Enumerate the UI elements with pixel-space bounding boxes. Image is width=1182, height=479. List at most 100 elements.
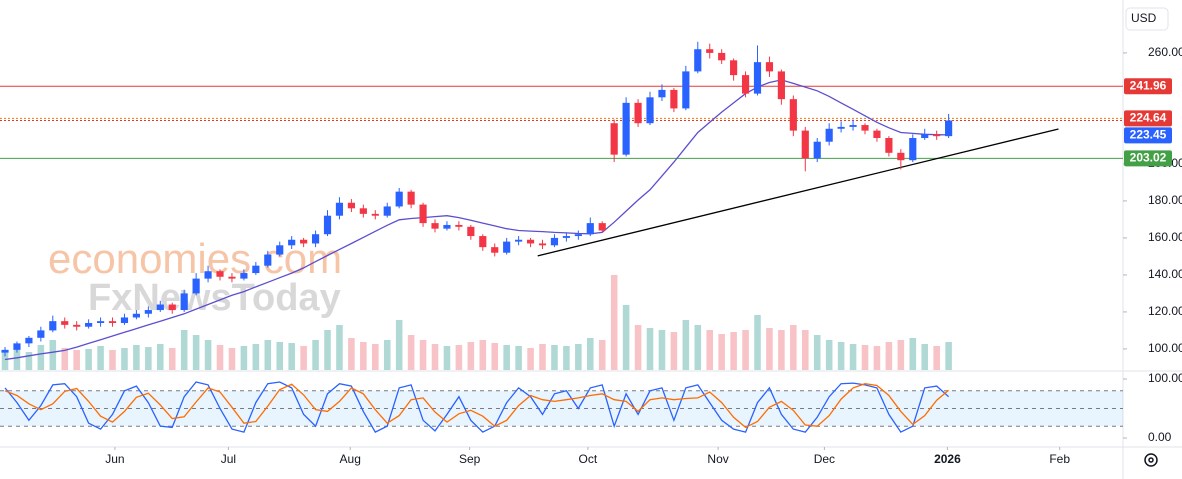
settings-icon[interactable] [1144, 453, 1158, 467]
candle-body [49, 321, 57, 331]
candle-body [610, 123, 618, 155]
volume-bar [539, 344, 546, 370]
volume-bar [192, 335, 200, 370]
candle-body [945, 120, 953, 137]
volume-bar [336, 325, 343, 370]
candle-body [730, 60, 738, 76]
volume-bar [348, 338, 355, 370]
volume-bar [682, 320, 690, 370]
candle-body [395, 191, 403, 207]
volume-bar [300, 346, 307, 370]
y-tick-label: 160.00 [1148, 230, 1182, 244]
candle-body [25, 337, 33, 344]
currency-label[interactable]: USD [1131, 11, 1157, 25]
candle-body [156, 304, 164, 311]
candle-body [120, 317, 129, 324]
moving-average [4, 79, 949, 361]
watermark: economies.com [48, 235, 342, 282]
candle-body [515, 239, 523, 242]
candle-body [861, 125, 869, 131]
volume-bar [861, 345, 869, 370]
price-tag [1124, 150, 1172, 167]
volume-bar [204, 340, 212, 370]
candle-body [144, 310, 152, 314]
volume-bar [395, 320, 403, 370]
candle-body [706, 49, 714, 53]
volume-bar [180, 330, 188, 370]
candle-body [849, 125, 857, 127]
volume-bar [527, 348, 534, 370]
volume-bar [145, 347, 152, 370]
volume-bar [766, 328, 773, 370]
candle-body [371, 213, 379, 216]
volume-bar [897, 340, 905, 370]
price-tag-label: 224.64 [1130, 110, 1167, 124]
volume-bar [85, 349, 92, 370]
volume-bar [825, 340, 833, 370]
candle-body [288, 239, 296, 246]
candle-body [443, 224, 451, 229]
y-tick-label: 0.00 [1148, 430, 1172, 444]
candle-body [837, 126, 845, 129]
candle-body [323, 215, 332, 235]
price-tag-label: 223.45 [1130, 127, 1167, 141]
price-tag [1124, 127, 1172, 144]
price-tag [1124, 78, 1172, 95]
volume-bar [575, 344, 582, 370]
candle-body [37, 330, 45, 338]
candle-body [909, 138, 917, 161]
volume-bar [670, 332, 678, 370]
volume-bar [264, 340, 272, 370]
candle-body [921, 134, 929, 139]
volume-bar [324, 330, 331, 370]
candle-body [718, 52, 726, 61]
y-tick-label: 260.00 [1148, 45, 1182, 59]
volume-bar [646, 328, 654, 370]
volume-bar [706, 330, 714, 370]
candle-body [168, 304, 176, 311]
settings-center[interactable] [1148, 457, 1154, 463]
candle-body [813, 141, 821, 159]
volume-bar [503, 345, 510, 370]
volume-bar [790, 325, 797, 370]
candle-body [85, 323, 93, 327]
candle-body [873, 130, 881, 139]
volume-bar [372, 344, 379, 370]
volume-bar [694, 325, 702, 370]
volume-bar [909, 338, 917, 370]
volume-bar [801, 330, 809, 370]
volume-bar [730, 332, 737, 370]
volume-bar [754, 315, 761, 370]
volume-bar [13, 348, 21, 370]
volume-bar [610, 275, 618, 370]
volume-bar [157, 344, 164, 370]
candle-body [634, 102, 642, 124]
volume-bar [121, 348, 128, 370]
volume-bar [587, 338, 594, 370]
candle-body [96, 321, 105, 324]
candle-body [682, 71, 690, 109]
candle-body [646, 97, 654, 124]
volume-bar [742, 330, 749, 370]
candle-body [885, 138, 893, 153]
volume-bar [563, 346, 570, 370]
candle-body [467, 226, 475, 237]
volume-bar [97, 346, 104, 370]
volume-bar [933, 346, 940, 370]
volume-bar [467, 342, 475, 370]
candle-body [658, 89, 666, 98]
volume-bar [658, 330, 666, 370]
currency-button[interactable] [1125, 7, 1169, 31]
x-tick-label: Jul [221, 452, 236, 466]
candle-body [491, 247, 499, 253]
price-tag-label: 241.96 [1130, 78, 1167, 92]
volume-bar [491, 343, 499, 370]
volume-bar [25, 352, 33, 370]
volume-bar [598, 340, 606, 370]
volume-bar [622, 305, 630, 370]
settings-gear[interactable] [1144, 453, 1158, 467]
candle-body [694, 49, 702, 72]
candle-body [359, 208, 367, 214]
candle-body [383, 206, 391, 216]
candle-body [204, 271, 212, 279]
